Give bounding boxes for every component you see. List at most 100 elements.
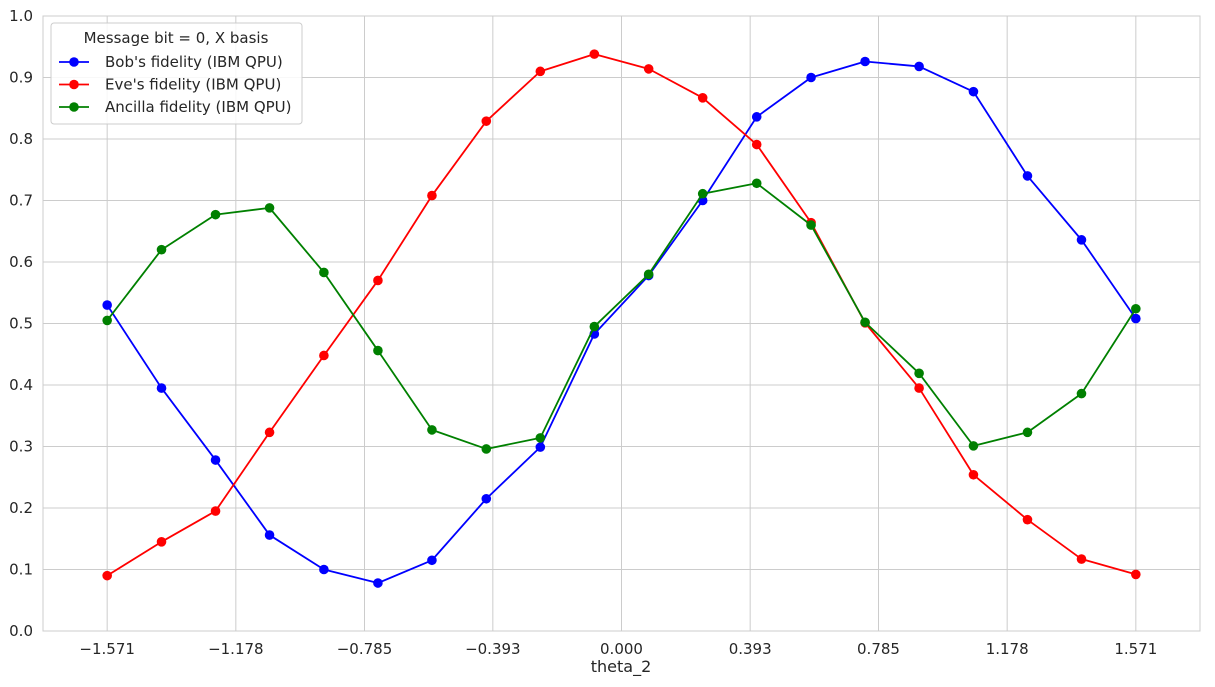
x-axis-ticks: −1.571 −1.178 −0.785 −0.393 0.000 0.393 0.785 1… [79,640,1157,658]
data-point [102,570,112,581]
x-tick-label: 0.000 [600,640,643,658]
legend-item: Bob's fidelity (IBM QPU) [59,53,283,71]
y-tick-label: 0.7 [9,192,33,210]
plot-frame [42,15,1201,632]
data-point [1076,554,1087,564]
y-tick-label: 0.4 [9,376,33,394]
x-tick-label: −1.178 [208,640,264,658]
x-tick-label: −0.785 [337,640,393,658]
data-point [102,315,112,326]
x-axis-label: theta_2 [591,657,652,677]
legend-item: Ancilla fidelity (IBM QPU) [59,98,292,116]
data-point [860,56,870,67]
y-tick-label: 0.0 [9,622,33,640]
data-point [210,209,221,220]
data-point [1076,235,1087,245]
data-point [427,425,437,435]
legend-marker [69,102,79,112]
data-point [156,383,167,393]
data-point [806,72,816,83]
data-point [1131,303,1141,314]
y-tick-label: 0.3 [9,438,33,456]
data-point [968,441,979,451]
data-point [751,112,762,122]
legend-item: Eve's fidelity (IBM QPU) [59,76,281,94]
data-point [535,433,546,443]
legend-label: Ancilla fidelity (IBM QPU) [105,98,292,116]
data-point [1131,313,1141,324]
y-tick-label: 0.9 [9,69,33,87]
legend: Message bit = 0, X basis Bob's fidelity … [50,22,303,125]
data-point [643,269,654,280]
data-point [860,317,870,328]
legend-label: Bob's fidelity (IBM QPU) [105,53,283,71]
data-point [968,86,979,97]
data-point [914,383,924,393]
y-tick-label: 1.0 [9,7,33,25]
data-point [1131,569,1141,580]
data-point [319,564,329,575]
data-point [535,66,546,77]
data-point [1022,427,1033,438]
x-tick-label: −1.571 [79,640,135,658]
data-point [210,455,221,465]
data-point [264,427,275,438]
legend-label: Eve's fidelity (IBM QPU) [105,76,281,94]
data-point [319,267,329,278]
y-tick-label: 0.1 [9,561,33,579]
data-point [697,188,708,199]
data-point [481,116,492,126]
data-point [643,64,654,74]
series-line [106,53,1137,577]
data-point [968,469,979,480]
series-group [102,49,1141,588]
data-point [1022,514,1033,525]
data-point [535,442,546,452]
data-point [806,220,816,230]
y-axis-ticks: 0.0 0.1 0.2 0.3 0.4 0.5 0.6 0.7 0.8 0.9 1.0 [9,7,33,640]
data-point [373,578,383,588]
data-point [427,190,437,201]
data-point [264,530,275,540]
data-point [914,368,924,379]
data-point [156,244,167,255]
legend-title: Message bit = 0, X basis [84,29,269,47]
series-line [106,182,1137,450]
data-point [210,506,221,516]
legend-marker [69,79,79,90]
legend-box [50,22,303,125]
series-1 [102,56,1141,588]
data-point [589,49,600,59]
data-point [751,178,762,189]
data-point [751,139,762,150]
x-tick-label: 0.785 [857,640,900,658]
y-tick-label: 0.8 [9,130,33,148]
data-point [156,537,167,547]
data-point [1076,388,1087,399]
data-point [914,61,924,72]
data-point [264,203,275,213]
data-point [481,493,492,504]
data-point [427,555,437,566]
data-point [373,275,383,286]
data-point [1022,171,1033,181]
legend-items: Bob's fidelity (IBM QPU) Eve's fidelity (… [59,53,292,116]
y-tick-label: 0.6 [9,253,33,271]
x-tick-label: 1.178 [986,640,1029,658]
series-3 [102,178,1141,454]
y-tick-label: 0.5 [9,315,33,333]
data-point [589,321,600,332]
y-tick-label: 0.2 [9,499,33,517]
data-point [373,345,383,356]
data-point [102,300,112,310]
legend-marker [69,57,79,67]
x-tick-label: −0.393 [465,640,521,658]
x-tick-label: 1.571 [1114,640,1157,658]
data-point [481,444,492,454]
plot-border [42,15,1201,632]
x-tick-label: 0.393 [729,640,772,658]
series-line [106,60,1137,584]
data-point [319,350,329,361]
data-point [697,92,708,103]
